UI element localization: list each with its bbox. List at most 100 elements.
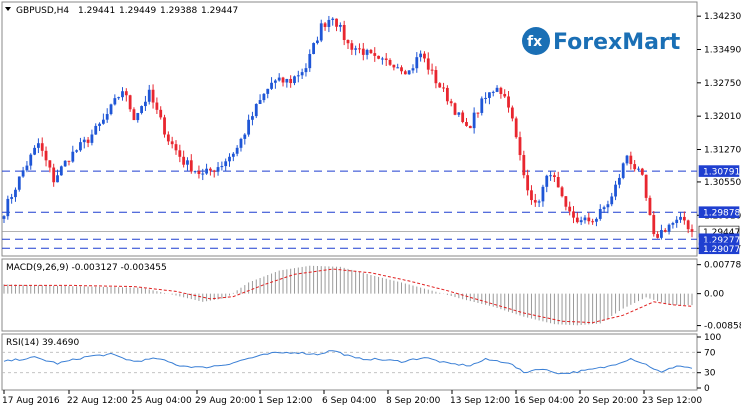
level-tag-label: 1.29878 (703, 209, 740, 219)
candle-body (545, 175, 549, 187)
candle-body (426, 58, 430, 70)
candle-body (44, 150, 48, 161)
candle-body (94, 125, 98, 135)
candle-body (514, 118, 518, 138)
candle-body (37, 143, 40, 148)
candle-body (224, 161, 228, 167)
rsi-label: RSI(14) 39.4690 (6, 338, 79, 348)
price-tick-label: 1.32750 (704, 79, 741, 89)
candle-body (17, 176, 21, 190)
candle-body (572, 211, 575, 218)
price-tick-label: 1.33490 (704, 45, 741, 55)
candle-body (289, 78, 293, 84)
candle-body (598, 209, 602, 219)
candle-body (377, 55, 380, 59)
candle-body (209, 168, 212, 171)
macd-tick-label: -0.00858 (704, 322, 741, 332)
candle-body (381, 58, 384, 60)
candle-body (316, 40, 319, 44)
candle-body (251, 116, 254, 120)
macd-signal-line (4, 268, 693, 324)
candle-body (388, 59, 392, 65)
header-symbol: GBPUSD,H4 (16, 6, 69, 16)
candle-body (667, 224, 671, 232)
candle-body (293, 76, 296, 84)
candle-body (602, 207, 606, 210)
candle-body (438, 83, 442, 88)
candle-body (465, 122, 468, 126)
candle-body (163, 117, 166, 135)
candle-body (350, 43, 354, 50)
candle-body (679, 216, 682, 220)
candle-body (308, 54, 312, 69)
candle-body (499, 87, 503, 94)
candle-body (101, 119, 105, 124)
header-close: 1.29447 (201, 6, 238, 16)
candle-body (373, 53, 377, 56)
candle-body (21, 170, 25, 177)
candle-body (549, 175, 552, 177)
candle-body (331, 18, 335, 20)
time-tick-label: 17 Aug 2016 (2, 396, 60, 406)
candle-body (197, 171, 201, 175)
candle-body (136, 112, 140, 121)
candle-body (400, 67, 403, 72)
rsi-panel[interactable] (1, 333, 698, 391)
candle-body (564, 196, 568, 207)
candle-body (98, 123, 101, 126)
candle-body (338, 24, 342, 27)
candle-body (430, 69, 434, 71)
candle-body (25, 165, 29, 171)
candle-body (510, 107, 514, 119)
rsi-tick-label: 0 (704, 384, 710, 394)
candle-body (10, 197, 14, 199)
collapse-triangle-icon[interactable] (5, 7, 11, 11)
candle-body (342, 24, 346, 40)
candle-body (166, 134, 170, 142)
main-panel[interactable] (1, 1, 698, 257)
candle-body (553, 175, 556, 178)
candle-body (537, 201, 541, 203)
candle-body (82, 139, 86, 143)
candle-body (488, 92, 491, 98)
candle-body (220, 166, 224, 168)
level-tag-label: 1.29277 (703, 236, 740, 246)
time-tick-label: 6 Sep 04:00 (322, 396, 377, 406)
candle-body (369, 49, 373, 54)
candle-body (147, 89, 151, 102)
candle-body (124, 91, 128, 96)
candle-body (411, 68, 415, 71)
candle-body (660, 230, 663, 238)
forexmart-logo: fx ForexMart (522, 27, 681, 55)
candle-body (6, 198, 10, 217)
candle-body (304, 68, 308, 73)
candle-body (182, 156, 186, 165)
candle-body (155, 102, 159, 110)
candle-body (556, 177, 560, 188)
candle-body (644, 174, 648, 198)
candle-body (270, 82, 273, 89)
candle-body (671, 223, 675, 225)
time-tick-label: 22 Aug 12:00 (67, 396, 128, 406)
rsi-line (3, 350, 693, 375)
candle-body (159, 109, 163, 118)
candle-body (415, 57, 419, 69)
candle-body (346, 39, 350, 44)
time-tick-label: 13 Sep 12:00 (450, 396, 510, 406)
candle-body (285, 78, 289, 83)
candle-body (40, 143, 44, 151)
candle-body (33, 147, 36, 155)
candle-body (254, 104, 258, 117)
level-tag-label: 1.29077 (703, 245, 740, 255)
candle-body (480, 98, 484, 113)
candle-body (79, 142, 82, 151)
candle-body (216, 167, 220, 172)
time-tick-label: 25 Aug 04:00 (131, 396, 192, 406)
candle-body (178, 150, 182, 157)
time-tick-label: 23 Sep 12:00 (642, 396, 702, 406)
candle-body (457, 112, 461, 115)
candle-body (63, 160, 67, 167)
candle-body (449, 101, 453, 104)
candle-body (507, 96, 510, 108)
